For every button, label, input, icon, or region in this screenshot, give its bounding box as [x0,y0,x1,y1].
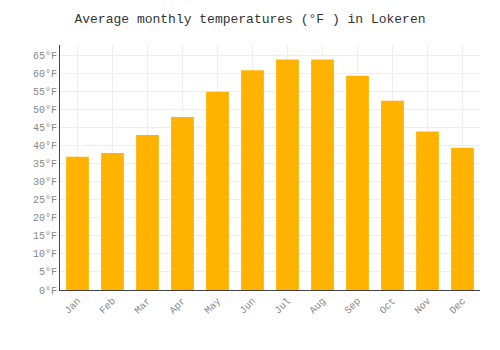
svg-text:60°F: 60°F [33,69,57,80]
svg-text:Dec: Dec [448,296,469,317]
svg-text:Nov: Nov [413,296,434,317]
svg-text:55°F: 55°F [33,87,57,98]
svg-text:Feb: Feb [98,296,119,317]
svg-text:65°F: 65°F [33,51,57,62]
svg-text:10°F: 10°F [33,249,57,260]
svg-text:50°F: 50°F [33,105,57,116]
svg-text:Aug: Aug [308,296,329,317]
svg-text:15°F: 15°F [33,231,57,242]
svg-text:May: May [203,296,224,317]
svg-text:Jan: Jan [63,296,84,317]
svg-text:40°F: 40°F [33,141,57,152]
svg-text:30°F: 30°F [33,177,57,188]
svg-text:Jun: Jun [238,296,259,317]
svg-text:35°F: 35°F [33,159,57,170]
svg-text:0°F: 0°F [39,286,57,297]
svg-text:5°F: 5°F [39,267,57,278]
svg-text:25°F: 25°F [33,195,57,206]
svg-text:Oct: Oct [378,296,399,317]
svg-text:20°F: 20°F [33,213,57,224]
svg-text:Mar: Mar [133,296,154,317]
svg-text:Average monthly temperatures (: Average monthly temperatures (°F ) in Lo… [74,12,425,27]
svg-text:Apr: Apr [168,296,189,317]
svg-text:Jul: Jul [273,296,294,317]
svg-text:Sep: Sep [343,296,364,317]
svg-text:45°F: 45°F [33,123,57,134]
